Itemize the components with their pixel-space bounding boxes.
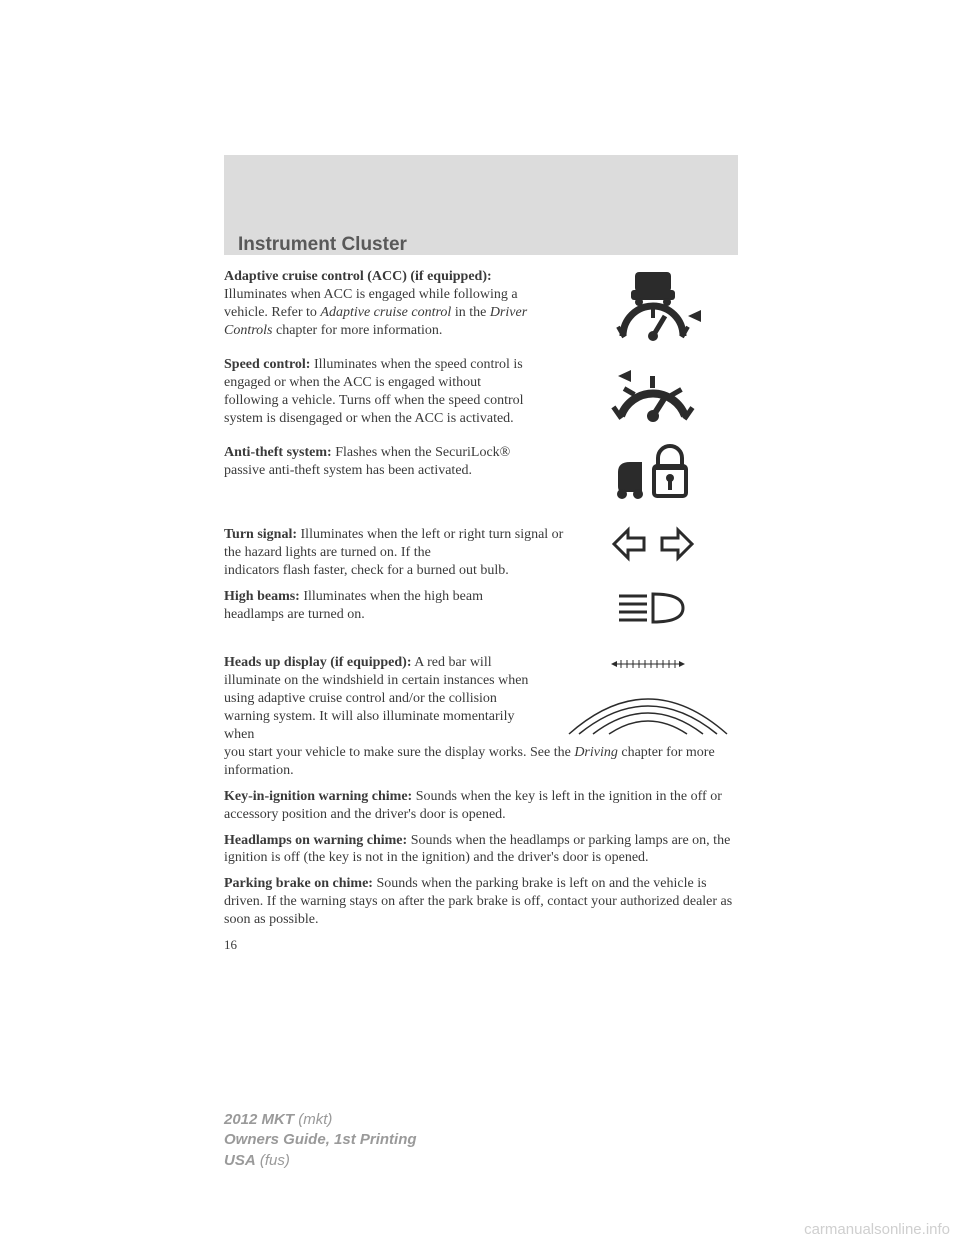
header-title: Instrument Cluster xyxy=(238,234,407,256)
parkbrake-text: Parking brake on chime: Sounds when the … xyxy=(224,875,738,929)
highbeam-section: High beams: Illuminates when the high be… xyxy=(224,588,738,646)
acc-label: Adaptive cruise control (ACC) (if equipp… xyxy=(224,269,492,284)
keychime-text: Key-in-ignition warning chime: Sounds wh… xyxy=(224,788,738,824)
parkbrake-section: Parking brake on chime: Sounds when the … xyxy=(224,875,738,929)
antitheft-section: Anti-theft system: Flashes when the Secu… xyxy=(224,444,738,518)
footer-line3-light: (fus) xyxy=(256,1152,290,1169)
hud-ref: Driving xyxy=(574,745,618,760)
acc-text: Adaptive cruise control (ACC) (if equipp… xyxy=(224,268,529,340)
hud-body-p2: you start your vehicle to make sure the … xyxy=(224,744,738,780)
turn-label: Turn signal: xyxy=(224,527,297,542)
hud-label: Heads up display (if equipped): xyxy=(224,655,412,670)
highbeam-label: High beams: xyxy=(224,589,300,604)
highbeam-text: High beams: Illuminates when the high be… xyxy=(224,588,529,624)
keychime-label: Key-in-ignition warning chime: xyxy=(224,789,412,804)
antitheft-icon xyxy=(568,444,738,504)
hud-icon xyxy=(558,654,738,744)
acc-section: Adaptive cruise control (ACC) (if equipp… xyxy=(224,268,738,348)
acc-ref: Adaptive cruise control xyxy=(320,305,451,320)
turn-body-p2: indicators flash faster, check for a bur… xyxy=(224,562,738,580)
antitheft-label: Anti-theft system: xyxy=(224,445,332,460)
speed-text: Speed control: Illuminates when the spee… xyxy=(224,356,529,428)
acc-icon xyxy=(568,268,738,348)
turn-icon xyxy=(568,526,738,562)
acc-body3: chapter for more information. xyxy=(273,323,443,338)
headlampchime-text: Headlamps on warning chime: Sounds when … xyxy=(224,832,738,868)
page-content: Adaptive cruise control (ACC) (if equipp… xyxy=(224,268,738,954)
turn-text-narrow: Turn signal: Illuminates when the left o… xyxy=(224,526,564,562)
watermark: carmanualsonline.info xyxy=(804,1221,950,1238)
footer-model-light: (mkt) xyxy=(294,1111,332,1128)
turn-section: Turn signal: Illuminates when the left o… xyxy=(224,526,738,580)
speed-section: Speed control: Illuminates when the spee… xyxy=(224,356,738,436)
acc-body2: in the xyxy=(451,305,490,320)
hud-text-narrow: Heads up display (if equipped): A red ba… xyxy=(224,654,544,744)
parkbrake-label: Parking brake on chime: xyxy=(224,876,373,891)
headlampchime-label: Headlamps on warning chime: xyxy=(224,833,407,848)
footer-model-bold: 2012 MKT xyxy=(224,1111,294,1128)
hud-section: Heads up display (if equipped): A red ba… xyxy=(224,654,738,780)
footer-line2: Owners Guide, 1st Printing xyxy=(224,1130,417,1150)
speed-label: Speed control: xyxy=(224,357,310,372)
footer: 2012 MKT (mkt) Owners Guide, 1st Printin… xyxy=(224,1110,417,1171)
speed-icon xyxy=(568,356,738,436)
keychime-section: Key-in-ignition warning chime: Sounds wh… xyxy=(224,788,738,824)
antitheft-text: Anti-theft system: Flashes when the Secu… xyxy=(224,444,529,480)
headlampchime-section: Headlamps on warning chime: Sounds when … xyxy=(224,832,738,868)
page-number: 16 xyxy=(224,937,738,954)
highbeam-icon xyxy=(568,588,738,628)
footer-line3-bold: USA xyxy=(224,1152,256,1169)
